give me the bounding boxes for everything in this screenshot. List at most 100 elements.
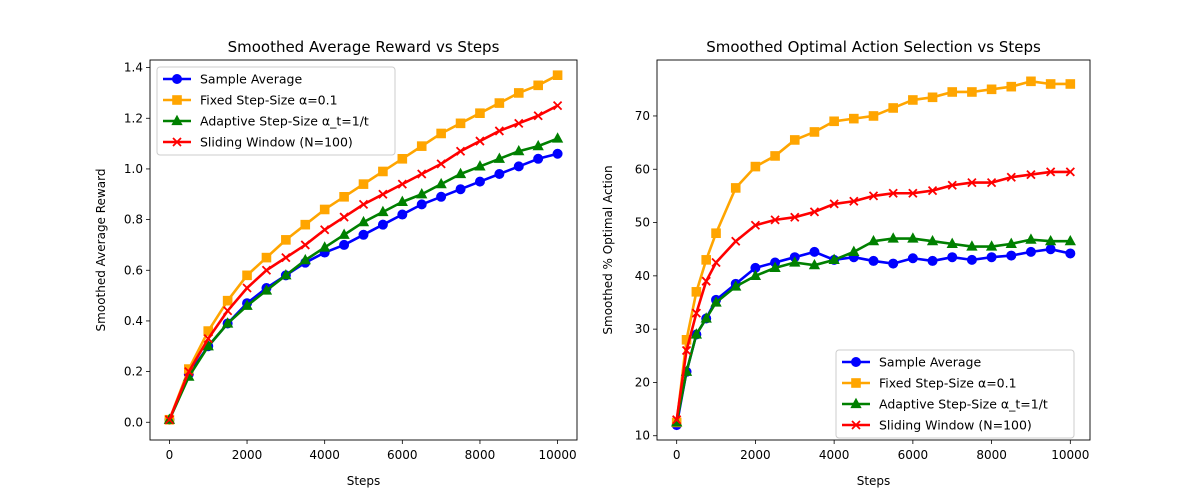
data-point bbox=[1065, 79, 1076, 89]
data-point bbox=[829, 116, 839, 127]
y-tick-label: 40 bbox=[635, 269, 650, 283]
data-point bbox=[552, 70, 563, 81]
legend-marker bbox=[851, 378, 861, 388]
data-point bbox=[947, 87, 958, 97]
data-point bbox=[378, 189, 388, 199]
data-point bbox=[1045, 244, 1056, 255]
data-point bbox=[749, 269, 762, 280]
x-axis-label: Steps bbox=[857, 474, 891, 488]
x-tick-label: 4000 bbox=[819, 448, 850, 462]
y-tick-label: 10 bbox=[635, 429, 650, 443]
data-point bbox=[1025, 246, 1036, 257]
data-point bbox=[985, 240, 998, 251]
data-point bbox=[357, 215, 370, 227]
data-point bbox=[770, 215, 780, 225]
data-point bbox=[926, 234, 939, 246]
data-point bbox=[514, 118, 524, 128]
data-point bbox=[1065, 248, 1076, 259]
data-point bbox=[691, 308, 702, 318]
legend-item-sliding-window-n-100: Sliding Window (N=100) bbox=[842, 418, 1032, 433]
legend: Sample Average Fixed Step-Size α=0.1 Adapt… bbox=[835, 349, 1075, 439]
data-point bbox=[986, 84, 997, 95]
legend-marker bbox=[171, 114, 183, 126]
y-tick-label: 0.8 bbox=[124, 213, 143, 227]
data-point bbox=[455, 146, 466, 156]
data-point bbox=[690, 328, 703, 339]
legend-item-sliding-window-n-100: Sliding Window (N=100) bbox=[163, 135, 353, 150]
data-point bbox=[908, 95, 918, 105]
data-point bbox=[672, 415, 682, 425]
x-tick-label: 0 bbox=[166, 448, 174, 462]
y-tick-label: 1.4 bbox=[124, 61, 143, 75]
legend-item-adaptive-step-size-t-1-t: Adaptive Step-Size α_t=1/t bbox=[163, 114, 369, 129]
data-point bbox=[681, 335, 692, 345]
data-point bbox=[551, 132, 564, 143]
data-point bbox=[731, 236, 741, 246]
data-point bbox=[789, 256, 801, 267]
y-tick-label: 30 bbox=[635, 322, 650, 336]
data-point bbox=[202, 340, 214, 351]
data-point bbox=[908, 188, 918, 198]
data-point bbox=[493, 152, 506, 163]
data-point bbox=[416, 141, 427, 151]
data-point bbox=[1026, 169, 1036, 180]
data-point bbox=[261, 252, 272, 263]
data-point bbox=[532, 139, 544, 151]
data-point bbox=[417, 169, 427, 179]
data-point bbox=[339, 239, 350, 250]
legend-item-adaptive-step-size-t-1-t: Adaptive Step-Size α_t=1/t bbox=[842, 397, 1048, 412]
data-point bbox=[868, 111, 879, 121]
data-point bbox=[790, 212, 800, 222]
data-point bbox=[513, 161, 524, 172]
y-tick-label: 0.2 bbox=[124, 365, 143, 379]
data-point bbox=[300, 219, 311, 230]
data-point bbox=[701, 255, 712, 265]
data-point bbox=[750, 161, 761, 172]
data-point bbox=[907, 253, 918, 264]
x-tick-label: 8000 bbox=[465, 448, 496, 462]
data-point bbox=[711, 228, 721, 239]
legend-marker bbox=[850, 397, 862, 409]
data-point bbox=[1006, 81, 1017, 92]
data-point bbox=[868, 255, 879, 266]
data-point bbox=[927, 185, 938, 196]
data-point bbox=[358, 229, 369, 240]
data-point bbox=[808, 258, 821, 270]
series-sample-average bbox=[164, 148, 563, 425]
data-point bbox=[300, 240, 310, 250]
data-point bbox=[455, 184, 466, 195]
data-point bbox=[203, 334, 213, 344]
data-point bbox=[946, 237, 958, 248]
data-point bbox=[789, 135, 800, 145]
data-point bbox=[222, 306, 233, 316]
y-axis-label: Smoothed % Optimal Action bbox=[601, 165, 615, 334]
data-point bbox=[809, 246, 820, 257]
x-tick-label: 6000 bbox=[898, 448, 929, 462]
legend-marker bbox=[172, 95, 182, 105]
data-point bbox=[700, 312, 712, 323]
data-point bbox=[164, 415, 175, 425]
data-point bbox=[1005, 237, 1017, 248]
data-point bbox=[319, 241, 331, 252]
data-point bbox=[681, 345, 692, 356]
y-tick-label: 20 bbox=[635, 375, 650, 389]
data-point bbox=[947, 252, 958, 263]
data-point bbox=[397, 179, 407, 189]
legend-label: Sample Average bbox=[200, 72, 302, 87]
data-point bbox=[701, 276, 711, 286]
data-point bbox=[475, 136, 485, 146]
data-point bbox=[339, 212, 349, 222]
data-point bbox=[888, 258, 899, 269]
data-point bbox=[552, 148, 563, 159]
data-point bbox=[281, 235, 291, 245]
data-point bbox=[260, 284, 273, 295]
data-point bbox=[1006, 250, 1017, 261]
data-point bbox=[849, 196, 859, 206]
data-point bbox=[319, 204, 330, 215]
data-point bbox=[222, 295, 233, 306]
data-point bbox=[339, 192, 349, 202]
data-point bbox=[809, 207, 820, 217]
legend-label: Sliding Window (N=100) bbox=[879, 418, 1032, 433]
x-tick-label: 8000 bbox=[976, 448, 1007, 462]
data-point bbox=[475, 108, 485, 119]
